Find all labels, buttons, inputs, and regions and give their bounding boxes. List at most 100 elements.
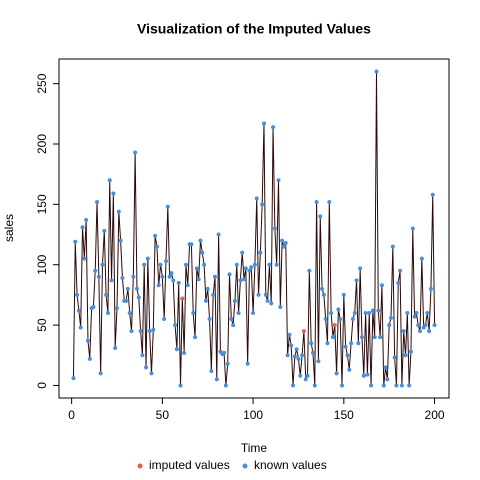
chart-title: Visualization of the Imputed Values xyxy=(137,21,371,37)
data-point xyxy=(432,323,437,328)
data-point xyxy=(107,178,112,183)
data-point xyxy=(383,365,388,370)
data-point xyxy=(321,292,326,297)
data-point xyxy=(225,361,230,366)
legend-marker xyxy=(242,463,248,469)
data-point xyxy=(78,325,83,330)
data-point xyxy=(359,335,364,340)
data-point xyxy=(256,292,261,297)
y-tick-label: 150 xyxy=(35,194,49,214)
data-point xyxy=(80,225,85,230)
x-axis-label: Time xyxy=(241,441,268,455)
data-point xyxy=(272,226,277,231)
data-point xyxy=(310,350,315,355)
data-point xyxy=(183,262,188,267)
legend-label: known values xyxy=(254,458,327,472)
data-point xyxy=(243,266,248,271)
data-point xyxy=(254,196,259,201)
data-point xyxy=(75,292,80,297)
data-point xyxy=(158,262,163,267)
data-point xyxy=(267,262,272,267)
data-point xyxy=(363,311,368,316)
data-point xyxy=(194,266,199,271)
data-point xyxy=(229,317,234,322)
data-point xyxy=(281,244,286,249)
data-point xyxy=(349,341,354,346)
data-point xyxy=(153,233,158,238)
data-point xyxy=(238,278,243,283)
x-tick-label: 50 xyxy=(156,408,170,422)
data-point xyxy=(325,341,330,346)
data-point xyxy=(111,191,116,196)
data-point xyxy=(381,383,386,388)
data-point xyxy=(292,354,297,359)
data-point xyxy=(205,286,210,291)
data-point xyxy=(396,280,401,285)
data-point xyxy=(334,371,339,376)
data-point xyxy=(200,250,205,255)
data-point xyxy=(71,376,76,381)
data-point xyxy=(151,327,156,332)
data-point xyxy=(129,329,134,334)
data-point xyxy=(369,383,374,388)
data-point xyxy=(160,274,165,279)
data-point xyxy=(85,338,90,343)
data-point xyxy=(387,323,392,328)
data-point xyxy=(223,383,228,388)
data-point xyxy=(131,274,136,279)
data-point xyxy=(76,308,81,313)
data-point xyxy=(252,262,257,267)
x-tick-label: 150 xyxy=(334,408,354,422)
data-point xyxy=(412,314,417,319)
data-point xyxy=(307,268,312,273)
data-point xyxy=(428,286,433,291)
data-point xyxy=(154,244,159,249)
data-point xyxy=(113,346,118,351)
data-point xyxy=(136,295,141,300)
data-point xyxy=(93,268,98,273)
data-point xyxy=(98,371,103,376)
data-point xyxy=(140,353,145,358)
data-point xyxy=(182,350,187,355)
y-tick-label: 100 xyxy=(35,254,49,274)
data-point xyxy=(416,323,421,328)
data-point xyxy=(399,383,404,388)
data-point xyxy=(91,304,96,309)
data-point xyxy=(340,383,345,388)
x-tick-label: 0 xyxy=(68,408,75,422)
data-point xyxy=(260,202,265,207)
data-point xyxy=(149,371,154,376)
data-point xyxy=(263,292,268,297)
data-point xyxy=(234,262,239,267)
x-tick-label: 200 xyxy=(425,408,445,422)
data-point xyxy=(271,125,276,130)
data-point xyxy=(423,323,428,328)
data-point xyxy=(116,209,121,214)
data-point xyxy=(189,242,194,247)
data-point xyxy=(109,278,114,283)
data-point xyxy=(336,307,341,312)
data-point xyxy=(354,278,359,283)
data-point xyxy=(410,226,415,231)
data-point xyxy=(323,317,328,322)
data-point xyxy=(265,298,270,303)
legend-marker xyxy=(137,463,143,469)
data-point xyxy=(376,308,381,313)
data-point xyxy=(196,277,201,282)
data-point xyxy=(127,311,132,316)
data-point xyxy=(314,199,319,204)
data-point xyxy=(389,315,394,320)
data-point xyxy=(95,199,100,204)
data-point xyxy=(231,323,236,328)
data-point xyxy=(390,244,395,249)
data-point xyxy=(232,298,237,303)
data-point xyxy=(258,250,263,255)
data-point xyxy=(398,268,403,273)
data-point xyxy=(242,277,247,282)
data-point xyxy=(134,286,139,291)
data-point xyxy=(87,356,92,361)
data-point xyxy=(289,343,294,348)
data-point xyxy=(392,355,397,360)
data-point xyxy=(178,383,183,388)
data-point xyxy=(222,350,227,355)
